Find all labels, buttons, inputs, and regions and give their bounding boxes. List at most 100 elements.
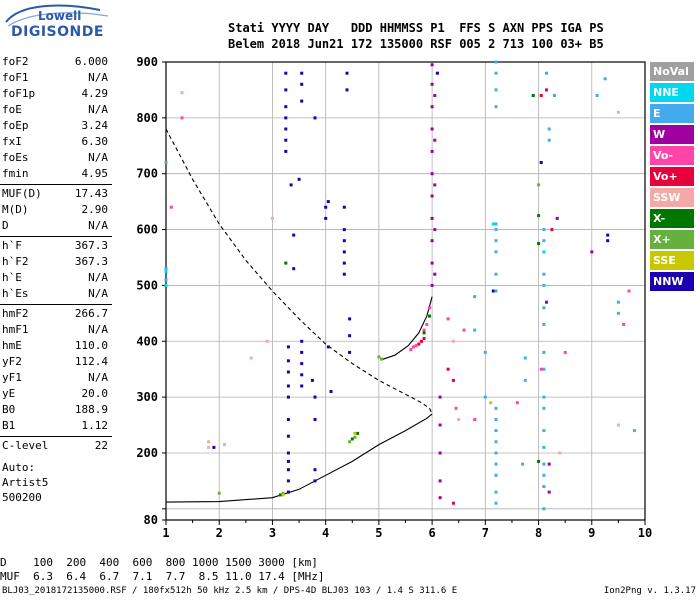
echo-point-nnw [292,267,296,271]
echo-point-nnw [286,345,290,349]
echo-point-e [494,429,498,433]
param-name: hmE [2,339,22,352]
param-value: 112.4 [74,355,108,368]
echo-point-x [531,94,535,97]
echo-point-e [494,88,498,92]
legend-item-sse: SSE [650,251,694,270]
echo-point-e [542,239,546,243]
param-value: N/A [88,271,108,284]
param-row: fxI 6.30 [2,135,108,151]
echo-point-x [278,493,282,497]
echo-point-vo [422,337,426,340]
param-name: hmF1 [2,323,29,336]
echo-point-ssw [207,445,211,449]
param-value: 3.24 [81,119,109,132]
echo-point-nnw [491,289,495,293]
echo-point-w [430,82,434,86]
echo-point-nnw [606,233,610,237]
param-name: C-level [2,439,49,452]
y-tick-label: 900 [136,55,158,69]
logo-line1: Lowell [38,9,82,23]
param-value: 2.90 [81,203,109,216]
param-name: B0 [2,403,16,416]
legend-item-e: E [650,104,694,123]
echo-point-vo [428,306,431,310]
param-name: h`E [2,271,22,284]
echo-point-e [545,71,548,75]
echo-point-nnw [313,468,317,472]
echo-point-nnw [326,200,330,204]
header-line1: Stati YYYY DAY DDD HHMMSS P1 FFS S AXN P… [228,21,604,35]
echo-point-x [428,314,431,318]
echo-point-e [494,250,498,254]
echo-point-vo [550,228,554,232]
echo-point-e [547,138,551,142]
echo-point-ssw [249,356,253,360]
echo-point-w [433,138,437,142]
echo-point-e [542,473,546,477]
echo-point-x [356,431,360,435]
autoscaling-line2: Artist5 [2,476,49,489]
echo-point-e [494,289,498,293]
echo-point-nne [164,270,168,273]
param-value: 20.0 [81,387,109,400]
echo-point-e [632,429,636,433]
echo-point-w [430,216,434,220]
echo-point-w [430,63,434,67]
param-value: N/A [88,151,108,164]
echo-point-e [483,350,487,354]
param-row: fmin 4.95 [2,167,108,183]
echo-point-ssw [616,110,620,114]
echo-point-nnw [348,334,352,338]
echo-point-ssw [558,451,562,455]
echo-point-ssw [223,443,226,447]
param-row: MUF(D) 17.43 [2,187,108,203]
param-row: yF2 112.4 [2,355,108,371]
echo-point-w [555,216,559,220]
header-line2: Belem 2018 Jun21 172 135000 RSF 005 2 71… [228,37,604,51]
echo-point-w [430,261,434,265]
echo-point-vo [446,367,450,371]
param-row: foF1p 4.29 [2,87,108,103]
echo-point-e [164,161,168,164]
echo-point-w [545,300,548,304]
echo-point-w [430,194,434,198]
echo-point-e [542,350,546,354]
echo-point-nnw [286,359,290,363]
echo-point-nne [491,222,495,226]
echo-point-vo [622,323,626,326]
echo-point-x [348,440,352,444]
echo-point-sse [489,401,493,405]
echo-point-ssw [270,216,274,220]
param-value: 6.000 [74,55,108,68]
echo-point-vo [539,367,543,371]
echo-point-w [438,451,442,455]
echo-point-x [377,355,381,359]
echo-point-ssw [616,423,620,427]
echo-point-w [430,283,434,287]
param-row: B0 188.9 [2,403,108,419]
echo-point-nnw [313,418,317,421]
echo-point-vo [446,317,450,321]
param-row: M(D) 2.90 [2,203,108,219]
echo-point-nnw [324,205,328,209]
echo-point-nnw [300,82,304,86]
params-separator [0,184,112,185]
echo-point-nnw [286,468,290,472]
echo-point-w [547,462,551,466]
chart-axes: 1 2 3 4 5 6 7 8 9 10 80 200 300 400 500 600 700 800 900 [136,55,652,540]
echo-point-nnw [313,116,317,120]
echo-point-e [523,356,527,360]
echo-point-e [542,283,546,287]
echo-point-w [430,149,434,153]
legend-item-nnw: NNW [650,272,694,291]
param-value: 266.7 [74,307,108,320]
param-row: hmF1 N/A [2,323,108,339]
legend-item-vo: Vo+ [650,167,694,186]
autoscaling-line1: Auto: [2,461,36,474]
echo-point-e [483,395,487,399]
x-tick-label: 8 [535,526,542,540]
echo-point-e [523,378,527,382]
echo-point-x [217,491,221,495]
echo-point-nnw [539,161,543,164]
